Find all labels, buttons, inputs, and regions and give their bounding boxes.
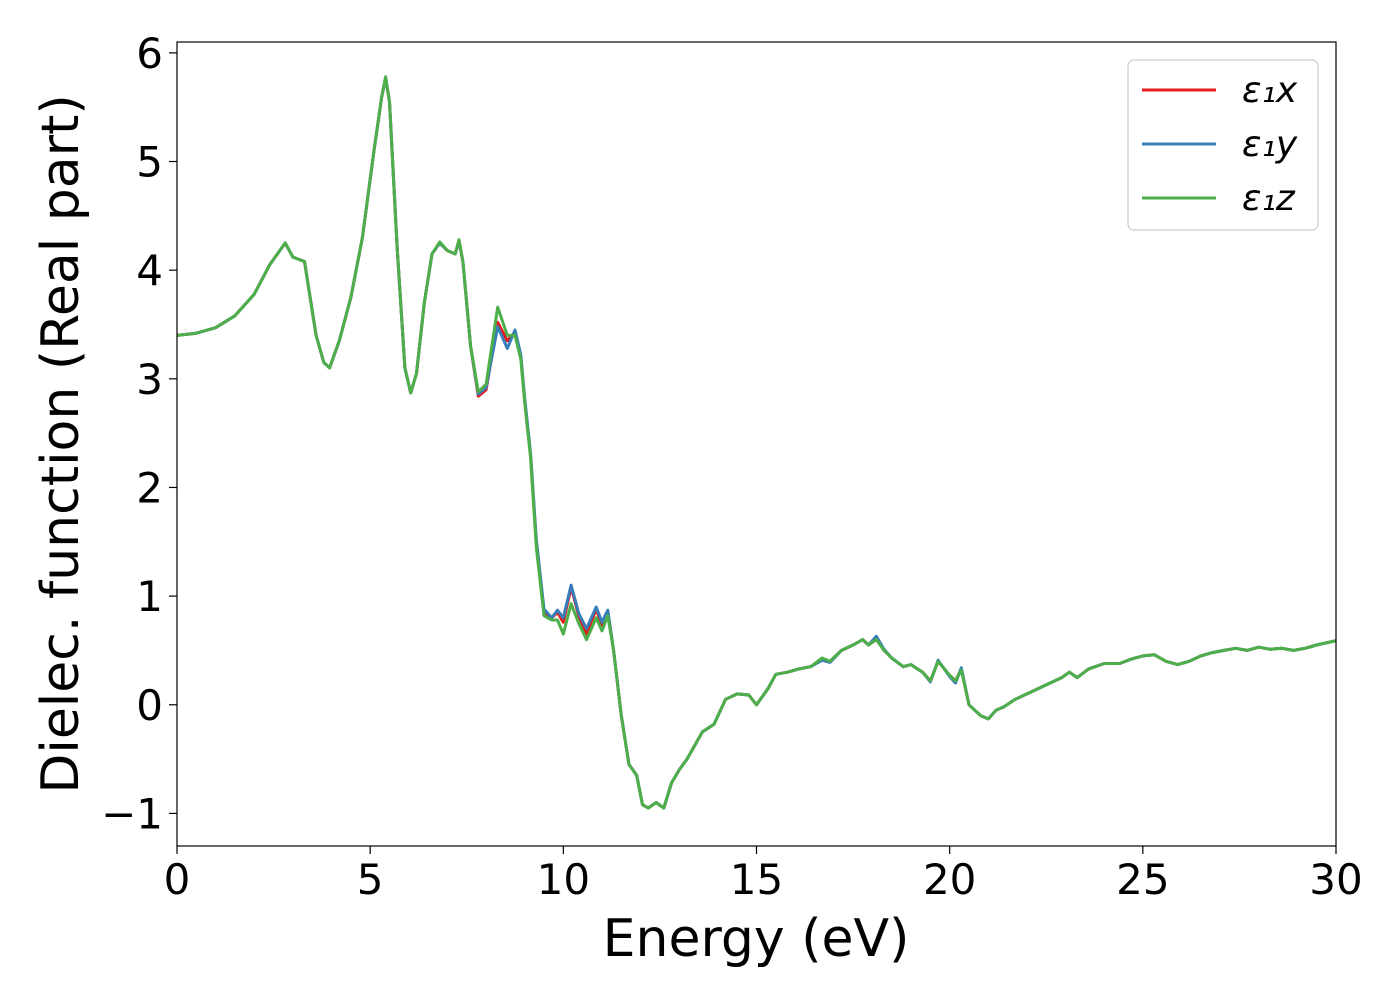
y-tick-label: −1: [101, 789, 163, 838]
x-tick-label: 15: [730, 855, 783, 904]
y-tick-label: 5: [136, 138, 163, 187]
y-tick-label: 1: [136, 572, 163, 621]
legend-box: [1127, 59, 1319, 231]
x-tick-label: 20: [923, 855, 976, 904]
y-tick-label: 3: [136, 355, 163, 404]
x-tick-label: 5: [357, 855, 384, 904]
legend-entries: ε₁x ε₁y ε₁z: [1142, 70, 1298, 219]
x-tick-label: 25: [1116, 855, 1169, 904]
y-axis: −1 0 1 2 3 4 5 6: [101, 29, 177, 838]
legend-label-1: ε₁y: [1242, 124, 1298, 165]
x-tick-label: 0: [164, 855, 191, 904]
x-tick-label: 30: [1309, 855, 1362, 904]
y-tick-label: 4: [136, 246, 163, 295]
y-tick-label: 0: [136, 681, 163, 730]
series-line-2: [176, 75, 1337, 810]
x-tick-label: 10: [537, 855, 590, 904]
y-tick-label: 6: [136, 29, 163, 78]
legend-label-0: ε₁x: [1242, 70, 1298, 111]
legend: ε₁x ε₁y ε₁z: [1127, 59, 1319, 231]
legend-label-2: ε₁z: [1242, 178, 1296, 219]
y-tick-label: 2: [136, 463, 163, 512]
series-layer: [176, 75, 1337, 810]
x-axis-label: Energy (eV): [603, 909, 910, 969]
y-axis-label: Dielec. function (Real part): [31, 94, 91, 793]
x-axis: 0 5 10 15 20 25 30: [164, 846, 1363, 904]
